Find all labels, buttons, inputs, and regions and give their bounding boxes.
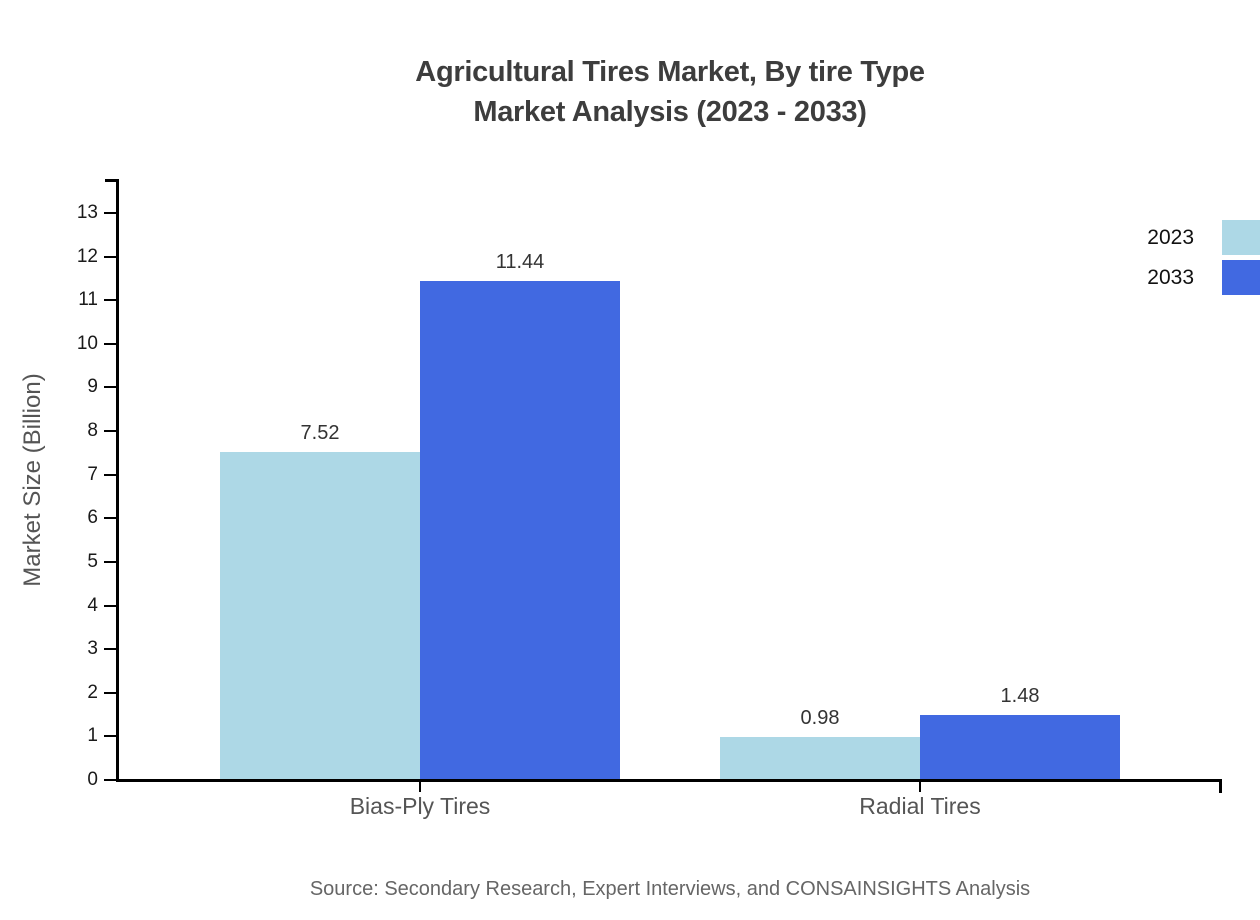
bar-value-label: 7.52 [300,422,340,444]
y-tick [104,473,117,476]
legend-row: 2023 [1147,220,1260,255]
y-tick-label: 3 [87,638,98,660]
y-tick-label: 0 [87,769,98,790]
bar-value-label: 11.44 [495,251,545,274]
bar-value-label: 1.48 [1000,685,1040,708]
y-tick [104,212,117,214]
bar-2033-bias-ply-tires [420,281,620,780]
y-tick [104,430,117,433]
y-tick-label: 13 [76,202,98,223]
x-tick [419,780,421,792]
y-tick [104,735,117,738]
y-tick-label: 7 [87,463,98,485]
bar-2023-radial-tires [720,737,920,780]
y-tick [104,386,117,389]
y-tick [104,604,117,607]
chart-title: Agricultural Tires Market, By tire Type … [170,52,1170,132]
x-axis-line [116,779,1222,782]
y-tick [104,779,117,781]
chart-title-line1: Agricultural Tires Market, By tire Type [415,56,925,88]
y-axis-line [116,180,119,782]
y-tick-label: 1 [87,725,98,747]
bar-2033-radial-tires [920,715,1120,780]
bar-2023-bias-ply-tires [220,452,420,780]
x-tick [919,780,921,792]
legend-row: 2033 [1147,260,1260,295]
category-label: Bias-Ply Tires [349,793,491,819]
y-tick [104,560,117,563]
y-tick [104,342,117,345]
y-tick-label: 10 [76,332,98,354]
y-tick [104,691,117,694]
y-tick [104,255,117,258]
legend-label: 2023 [1147,225,1194,249]
y-tick-label: 4 [87,594,98,616]
source-note: Source: Secondary Research, Expert Inter… [309,878,1031,900]
y-axis-end-cap [105,179,119,182]
y-tick-label: 5 [87,550,98,572]
x-axis-end-cap [1219,779,1222,793]
y-tick [104,517,117,520]
legend-swatch [1222,260,1260,295]
legend: 2023 2033 [1147,220,1260,300]
y-tick-label: 2 [87,681,98,703]
y-tick-label: 12 [76,245,98,267]
bar-value-label: 0.98 [800,707,840,730]
y-tick-label: 11 [78,289,98,311]
legend-label: 2033 [1147,265,1194,289]
legend-swatch [1222,220,1260,255]
y-tick [104,648,117,651]
chart-title-line2: Market Analysis (2023 - 2033) [473,96,867,128]
y-tick-label: 9 [87,376,98,398]
y-tick-label: 6 [87,507,98,529]
y-tick [104,299,117,302]
category-label: Radial Tires [859,793,981,819]
y-tick-label: 8 [87,420,98,442]
